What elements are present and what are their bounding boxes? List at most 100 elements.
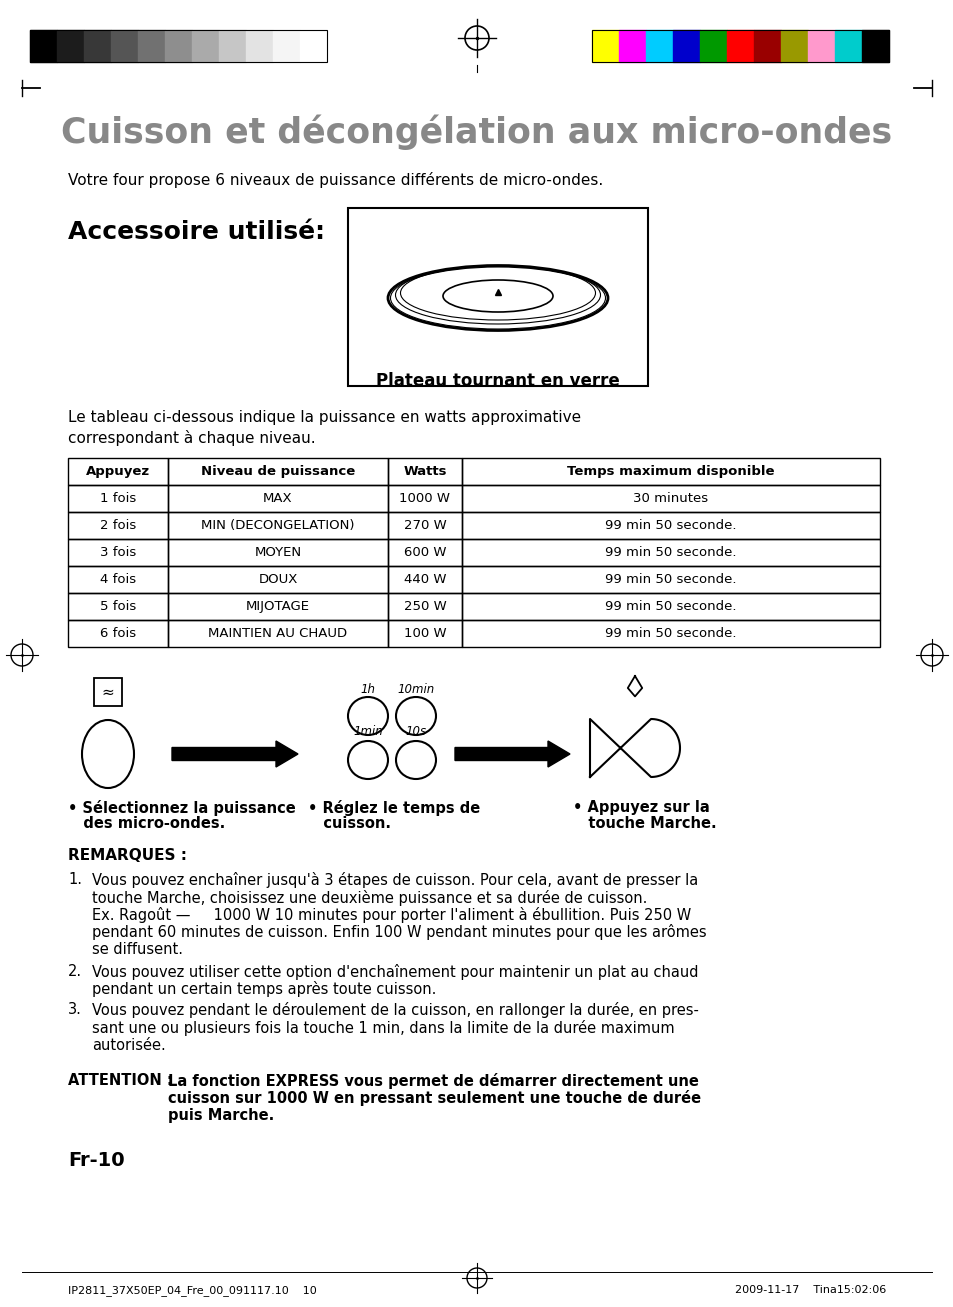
Text: pendant 60 minutes de cuisson. Enfin 100 W pendant minutes pour que les arômes: pendant 60 minutes de cuisson. Enfin 100…	[91, 924, 706, 941]
Text: MAINTIEN AU CHAUD: MAINTIEN AU CHAUD	[208, 627, 347, 640]
Bar	[168, 538, 388, 566]
Bar	[273, 30, 299, 61]
Bar	[168, 620, 388, 647]
Bar	[348, 208, 647, 386]
Bar	[168, 457, 388, 485]
Bar	[165, 30, 192, 61]
Bar	[94, 678, 122, 706]
Bar	[388, 512, 461, 538]
Text: • Appuyez sur la: • Appuyez sur la	[573, 800, 709, 816]
Bar	[68, 457, 168, 485]
Text: 250 W: 250 W	[403, 600, 446, 613]
Text: 1000 W: 1000 W	[399, 491, 450, 505]
Bar	[68, 620, 168, 647]
Bar	[84, 30, 111, 61]
Text: 2009-11-17    Tina15:02:06: 2009-11-17 Tina15:02:06	[734, 1285, 885, 1295]
Bar	[168, 485, 388, 512]
Bar	[461, 620, 879, 647]
Text: se diffusent.: se diffusent.	[91, 942, 183, 957]
Text: Vous pouvez utiliser cette option d'enchaînement pour maintenir un plat au chaud: Vous pouvez utiliser cette option d'ench…	[91, 963, 698, 979]
Text: La fonction EXPRESS vous permet de démarrer directement une: La fonction EXPRESS vous permet de démar…	[168, 1073, 699, 1089]
Text: autorisée.: autorisée.	[91, 1038, 166, 1052]
Text: 3 fois: 3 fois	[100, 546, 136, 559]
Text: 270 W: 270 W	[403, 519, 446, 532]
Bar	[68, 566, 168, 593]
Text: puis Marche.: puis Marche.	[168, 1108, 274, 1123]
Text: MIN (DECONGELATION): MIN (DECONGELATION)	[201, 519, 355, 532]
Text: Temps maximum disponible: Temps maximum disponible	[567, 465, 774, 478]
Text: Appuyez: Appuyez	[86, 465, 150, 478]
Bar	[592, 30, 618, 61]
Text: sant une ou plusieurs fois la touche 1 min, dans la limite de la durée maximum: sant une ou plusieurs fois la touche 1 m…	[91, 1019, 674, 1036]
Text: Plateau tournant en verre: Plateau tournant en verre	[375, 372, 619, 389]
Text: 30 minutes: 30 minutes	[633, 491, 708, 505]
Bar	[192, 30, 219, 61]
Bar	[726, 30, 753, 61]
Text: • Réglez le temps de: • Réglez le temps de	[308, 800, 479, 816]
Bar	[388, 620, 461, 647]
Bar	[68, 538, 168, 566]
Text: 6 fois: 6 fois	[100, 627, 136, 640]
Bar	[753, 30, 781, 61]
Text: touche Marche, choisissez une deuxième puissance et sa durée de cuisson.: touche Marche, choisissez une deuxième p…	[91, 890, 647, 906]
Bar	[645, 30, 672, 61]
Bar	[388, 538, 461, 566]
Bar	[30, 30, 327, 61]
Text: MOYEN: MOYEN	[254, 546, 301, 559]
Text: 100 W: 100 W	[403, 627, 446, 640]
Bar	[388, 457, 461, 485]
Bar	[138, 30, 165, 61]
Text: 2 fois: 2 fois	[100, 519, 136, 532]
Text: Le tableau ci-dessous indique la puissance en watts approximative: Le tableau ci-dessous indique la puissan…	[68, 410, 580, 425]
Text: 99 min 50 seconde.: 99 min 50 seconde.	[604, 627, 736, 640]
Text: 1 fois: 1 fois	[100, 491, 136, 505]
Text: Niveau de puissance: Niveau de puissance	[201, 465, 355, 478]
Bar	[461, 457, 879, 485]
Text: DOUX: DOUX	[258, 572, 297, 586]
Text: Votre four propose 6 niveaux de puissance différents de micro-ondes.: Votre four propose 6 niveaux de puissanc…	[68, 173, 602, 188]
Text: 99 min 50 seconde.: 99 min 50 seconde.	[604, 600, 736, 613]
Bar	[168, 593, 388, 620]
Text: Vous pouvez enchaîner jusqu'à 3 étapes de cuisson. Pour cela, avant de presser l: Vous pouvez enchaîner jusqu'à 3 étapes d…	[91, 872, 698, 887]
Bar	[461, 593, 879, 620]
Text: Accessoire utilisé:: Accessoire utilisé:	[68, 220, 325, 244]
Bar	[807, 30, 834, 61]
Text: touche Marche.: touche Marche.	[573, 816, 716, 831]
Text: ATTENTION :: ATTENTION :	[68, 1073, 172, 1087]
Polygon shape	[172, 741, 297, 767]
Text: des micro-ondes.: des micro-ondes.	[68, 816, 225, 831]
Text: 99 min 50 seconde.: 99 min 50 seconde.	[604, 519, 736, 532]
Bar	[781, 30, 807, 61]
Bar	[111, 30, 138, 61]
Text: cuisson.: cuisson.	[308, 816, 391, 831]
Bar	[388, 485, 461, 512]
Text: MAX: MAX	[263, 491, 293, 505]
Text: Fr-10: Fr-10	[68, 1150, 125, 1170]
Bar	[461, 512, 879, 538]
Text: • Sélectionnez la puissance: • Sélectionnez la puissance	[68, 800, 295, 816]
Text: ≈: ≈	[102, 685, 114, 699]
Bar	[862, 30, 888, 61]
Bar	[618, 30, 645, 61]
Text: 1.: 1.	[68, 872, 82, 887]
Bar	[834, 30, 862, 61]
Text: 1h: 1h	[360, 684, 375, 697]
Text: 99 min 50 seconde.: 99 min 50 seconde.	[604, 572, 736, 586]
Text: 10s: 10s	[405, 725, 426, 738]
Text: MIJOTAGE: MIJOTAGE	[246, 600, 310, 613]
Text: REMARQUES :: REMARQUES :	[68, 848, 187, 863]
Text: 4 fois: 4 fois	[100, 572, 136, 586]
Bar	[68, 512, 168, 538]
Polygon shape	[170, 741, 299, 767]
Bar	[68, 593, 168, 620]
Bar	[461, 538, 879, 566]
Text: pendant un certain temps après toute cuisson.: pendant un certain temps après toute cui…	[91, 982, 436, 997]
Bar	[388, 566, 461, 593]
Text: IP2811_37X50EP_04_Fre_00_091117.10    10: IP2811_37X50EP_04_Fre_00_091117.10 10	[68, 1285, 316, 1297]
Bar	[388, 593, 461, 620]
Text: Cuisson et décongélation aux micro-ondes: Cuisson et décongélation aux micro-ondes	[61, 115, 892, 150]
Bar	[168, 566, 388, 593]
Bar	[168, 512, 388, 538]
Bar	[68, 485, 168, 512]
Text: correspondant à chaque niveau.: correspondant à chaque niveau.	[68, 430, 315, 446]
